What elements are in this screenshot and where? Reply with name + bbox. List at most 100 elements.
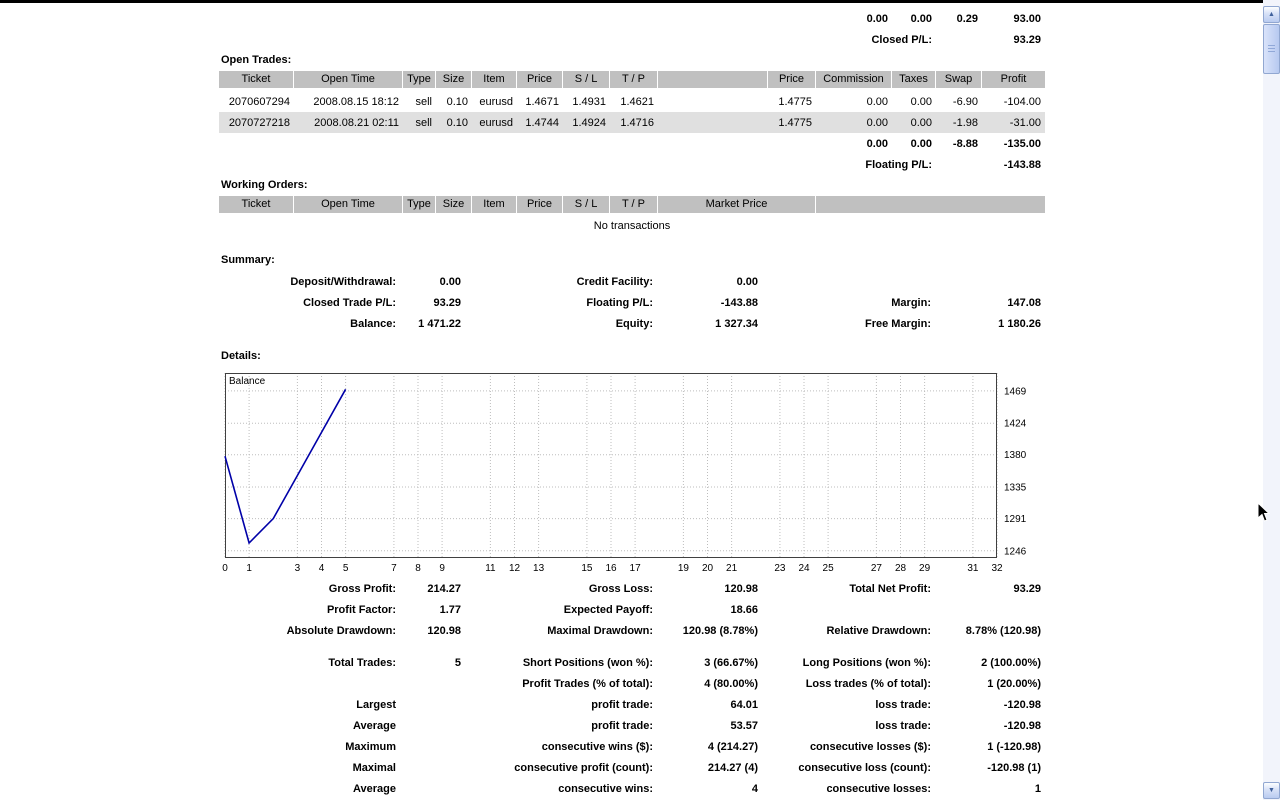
summary-value: 1 180.26 bbox=[998, 317, 1041, 330]
table-cell: 0.00 bbox=[866, 137, 888, 150]
stats-row: Profit Factor: 1.77 Expected Payoff: 18.… bbox=[219, 599, 1045, 620]
table-cell: 0.10 bbox=[446, 95, 468, 108]
svg-text:11: 11 bbox=[485, 563, 496, 574]
column-header-price: Price bbox=[517, 196, 563, 213]
table-cell: -8.88 bbox=[952, 137, 978, 150]
svg-text:1469: 1469 bbox=[1004, 386, 1027, 397]
stat-value: 53.57 bbox=[730, 719, 758, 732]
svg-text:1: 1 bbox=[246, 563, 252, 574]
scrollbar-thumb[interactable] bbox=[1263, 24, 1280, 74]
details-title: Details: bbox=[221, 350, 261, 362]
column-header-price2: Price bbox=[768, 71, 816, 88]
svg-text:1291: 1291 bbox=[1004, 514, 1027, 525]
stat-label: consecutive losses: bbox=[826, 782, 931, 795]
summary-value: 1 327.34 bbox=[715, 317, 758, 330]
table-cell: 1.4931 bbox=[572, 95, 606, 108]
stat-value: 93.29 bbox=[1013, 582, 1041, 595]
scroll-down-button[interactable]: ▼ bbox=[1263, 782, 1280, 799]
table-cell: -135.00 bbox=[1003, 137, 1041, 150]
table-cell: 0.00 bbox=[866, 12, 888, 25]
table-cell: 93.00 bbox=[1013, 12, 1041, 25]
column-header-blank bbox=[816, 196, 1045, 213]
stat-label: consecutive profit (count): bbox=[514, 761, 653, 774]
table-cell: eurusd bbox=[479, 116, 513, 129]
column-header-commission: Commission bbox=[816, 71, 892, 88]
summary-row: Deposit/Withdrawal: 0.00 Credit Facility… bbox=[219, 271, 1045, 292]
stats-row: Average consecutive wins: 4 consecutive … bbox=[219, 778, 1045, 799]
column-header-tp: T / P bbox=[610, 71, 658, 88]
stats-row: Maximal consecutive profit (count): 214.… bbox=[219, 757, 1045, 778]
stat-label: Long Positions (won %): bbox=[802, 656, 931, 669]
table-cell: 0.10 bbox=[446, 116, 468, 129]
stat-value: 214.27 (4) bbox=[707, 761, 758, 774]
column-header-profit: Profit bbox=[982, 71, 1045, 88]
stat-value: 1 (20.00%) bbox=[987, 677, 1041, 690]
table-cell: 1.4924 bbox=[572, 116, 606, 129]
open-trades-header-row: Ticket Open Time Type Size Item Price S … bbox=[219, 71, 1045, 88]
column-header-type: Type bbox=[403, 71, 436, 88]
table-cell: 0.00 bbox=[866, 95, 888, 108]
stats-row: Absolute Drawdown: 120.98 Maximal Drawdo… bbox=[219, 620, 1045, 641]
stat-value: 4 (214.27) bbox=[707, 740, 758, 753]
table-cell: -31.00 bbox=[1009, 116, 1041, 129]
stat-label: Profit Trades (% of total): bbox=[522, 677, 653, 690]
table-cell: 0.00 bbox=[910, 12, 932, 25]
stat-value: -120.98 bbox=[1003, 719, 1041, 732]
statement-report: 0.00 0.00 0.29 93.00 Closed P/L: 93.29 O… bbox=[219, 8, 1045, 799]
column-header-size: Size bbox=[436, 196, 472, 213]
open-trade-row: 2070607294 2008.08.15 18:12 sell 0.10 eu… bbox=[219, 91, 1045, 112]
scroll-up-icon: ▲ bbox=[1268, 11, 1275, 18]
stat-label: Profit Factor: bbox=[326, 603, 396, 616]
open-trade-row: 2070727218 2008.08.21 02:11 sell 0.10 eu… bbox=[219, 112, 1045, 133]
svg-text:1380: 1380 bbox=[1004, 450, 1027, 461]
table-cell: 1.4744 bbox=[525, 116, 559, 129]
summary-label: Deposit/Withdrawal: bbox=[290, 275, 396, 288]
working-orders-title: Working Orders: bbox=[221, 179, 308, 191]
stats-row: Gross Profit: 214.27 Gross Loss: 120.98 … bbox=[219, 578, 1045, 599]
stats-row: Maximum consecutive wins ($): 4 (214.27)… bbox=[219, 736, 1045, 757]
summary-label: Closed Trade P/L: bbox=[303, 296, 396, 309]
table-cell: -104.00 bbox=[1003, 95, 1041, 108]
closed-pl-label: Closed P/L: bbox=[871, 33, 932, 46]
summary-value: 0.00 bbox=[736, 275, 758, 288]
column-header-open-time: Open Time bbox=[294, 71, 403, 88]
table-cell: eurusd bbox=[479, 95, 513, 108]
summary-row: Balance: 1 471.22 Equity: 1 327.34 Free … bbox=[219, 313, 1045, 334]
column-header-type: Type bbox=[403, 196, 436, 213]
top-border bbox=[0, 0, 1263, 3]
table-cell: 0.00 bbox=[910, 116, 932, 129]
table-cell: 0.00 bbox=[910, 137, 932, 150]
summary-label: Floating P/L: bbox=[586, 296, 653, 309]
svg-text:7: 7 bbox=[391, 563, 397, 574]
stat-label: Total Net Profit: bbox=[849, 582, 931, 595]
svg-text:Balance: Balance bbox=[229, 376, 266, 387]
svg-text:0: 0 bbox=[222, 563, 228, 574]
stat-label: Maximum bbox=[345, 740, 396, 753]
table-cell: -1.98 bbox=[952, 116, 978, 129]
svg-text:8: 8 bbox=[415, 563, 421, 574]
svg-text:5: 5 bbox=[343, 563, 349, 574]
stat-value: 64.01 bbox=[730, 698, 758, 711]
table-cell: 2070607294 bbox=[228, 95, 290, 108]
svg-text:17: 17 bbox=[630, 563, 642, 574]
table-cell: 1.4775 bbox=[778, 116, 812, 129]
svg-text:13: 13 bbox=[533, 563, 545, 574]
stat-value: 4 bbox=[751, 782, 758, 795]
stat-label: Largest bbox=[356, 698, 396, 711]
scroll-up-button[interactable]: ▲ bbox=[1263, 6, 1280, 23]
stats-row: Total Trades: 5 Short Positions (won %):… bbox=[219, 652, 1045, 673]
table-cell: 0.00 bbox=[910, 95, 932, 108]
summary-value: 93.29 bbox=[433, 296, 461, 309]
summary-label: Credit Facility: bbox=[576, 275, 653, 288]
table-cell: 1.4671 bbox=[525, 95, 559, 108]
svg-text:25: 25 bbox=[823, 563, 835, 574]
svg-text:15: 15 bbox=[581, 563, 593, 574]
stat-value: 214.27 bbox=[427, 582, 461, 595]
statistics-section: Gross Profit: 214.27 Gross Loss: 120.98 … bbox=[219, 578, 1045, 799]
summary-value: -143.88 bbox=[720, 296, 758, 309]
table-cell: sell bbox=[415, 116, 432, 129]
svg-text:29: 29 bbox=[919, 563, 931, 574]
vertical-scrollbar[interactable]: ▲ ▼ bbox=[1263, 0, 1280, 800]
stats-row: Profit Trades (% of total): 4 (80.00%) L… bbox=[219, 673, 1045, 694]
table-cell: sell bbox=[415, 95, 432, 108]
